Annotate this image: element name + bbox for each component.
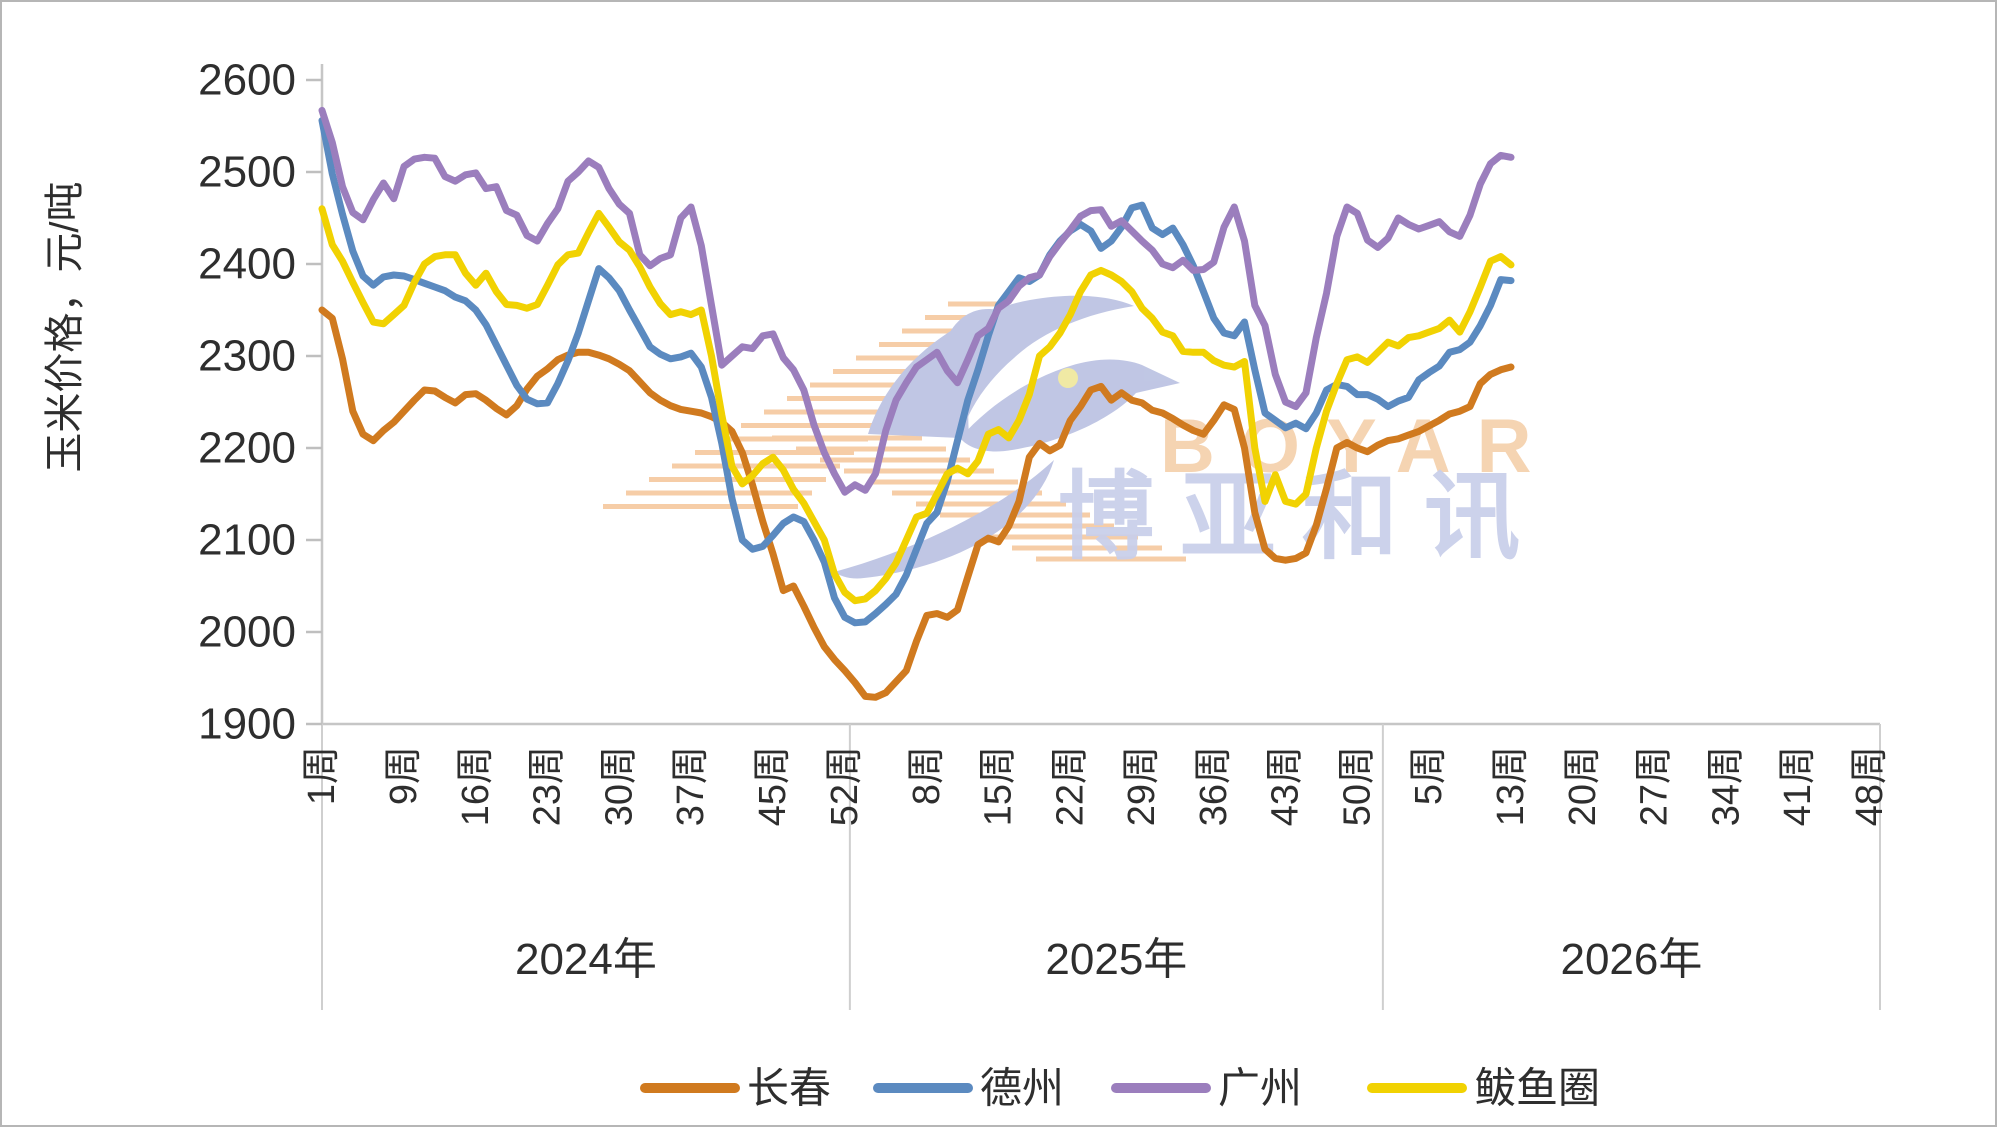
x-tick-label: 41周: [1777, 746, 1819, 826]
legend-label-dezhou: 德州: [980, 1065, 1064, 1112]
x-tick-label: 16周: [455, 746, 497, 826]
watermark-cjk-text: 博亚和讯: [1058, 464, 1546, 571]
series-line-bayuquan: [318, 205, 1515, 605]
x-tick-label: 37周: [670, 746, 712, 826]
x-tick-label: 50周: [1336, 746, 1378, 826]
legend-item-guangzhou: 广州: [1111, 1065, 1302, 1112]
x-tick-label: 52周: [824, 746, 866, 826]
x-tick-label: 22周: [1049, 746, 1091, 826]
y-tick-label: 2200: [198, 424, 296, 473]
x-tick-label: 34周: [1705, 746, 1747, 826]
series-line-dezhou: [318, 117, 1515, 627]
year-labels: 2024年 2025年 2026年: [515, 935, 1702, 984]
y-tick-label: 2400: [198, 240, 296, 289]
series-lines: [318, 106, 1515, 701]
x-tick-label: 43周: [1265, 746, 1307, 826]
x-tick-label: 9周: [383, 746, 425, 805]
x-tick-label: 27周: [1634, 746, 1676, 826]
year-label: 2025年: [1045, 935, 1187, 984]
y-axis-title: 玉米价格，元/吨: [43, 181, 87, 472]
x-tick-label: 45周: [752, 746, 794, 826]
x-tick-label: 15周: [978, 746, 1020, 826]
x-tick-label: 13周: [1490, 746, 1532, 826]
x-axis-labels: 1周 9周 16周 23周 30周 37周 45周 52周 8周 15周 22周 29周 36周 43周 5…: [301, 746, 1891, 826]
y-tick-label: 2100: [198, 516, 296, 565]
legend-item-bayuquan: 鲅鱼圈: [1367, 1065, 1600, 1112]
x-tick-label: 36周: [1193, 746, 1235, 826]
series-line-guangzhou: [318, 106, 1515, 496]
legend-item-dezhou: 德州: [873, 1065, 1064, 1112]
x-tick-label: 20周: [1562, 746, 1604, 826]
x-tick-label: 5周: [1408, 746, 1450, 805]
x-tick-label: 30周: [598, 746, 640, 826]
y-tick-label: 2600: [198, 56, 296, 105]
legend-label-guangzhou: 广州: [1218, 1065, 1302, 1112]
y-axis-labels: 2600 2500 2400 2300 2200 2100 2000 1900: [198, 56, 322, 749]
legend: 长春 德州 广州 鲅鱼圈: [640, 1065, 1600, 1112]
x-tick-label: 1周: [301, 746, 343, 805]
legend-label-bayuquan: 鲅鱼圈: [1474, 1065, 1600, 1112]
x-tick-label: 29周: [1121, 746, 1163, 826]
y-tick-label: 2500: [198, 148, 296, 197]
y-tick-label: 2300: [198, 332, 296, 381]
x-tick-label: 48周: [1849, 746, 1891, 826]
axes: [320, 64, 1881, 1010]
x-tick-label: 23周: [527, 746, 569, 826]
y-tick-label: 1900: [198, 700, 296, 749]
year-label: 2024年: [515, 935, 657, 984]
legend-item-changchun: 长春: [640, 1065, 831, 1112]
legend-label-changchun: 长春: [747, 1065, 831, 1112]
x-tick-label: 8周: [906, 746, 948, 805]
year-label: 2026年: [1560, 935, 1702, 984]
y-tick-label: 2000: [198, 608, 296, 657]
series-line-changchun: [318, 306, 1515, 701]
